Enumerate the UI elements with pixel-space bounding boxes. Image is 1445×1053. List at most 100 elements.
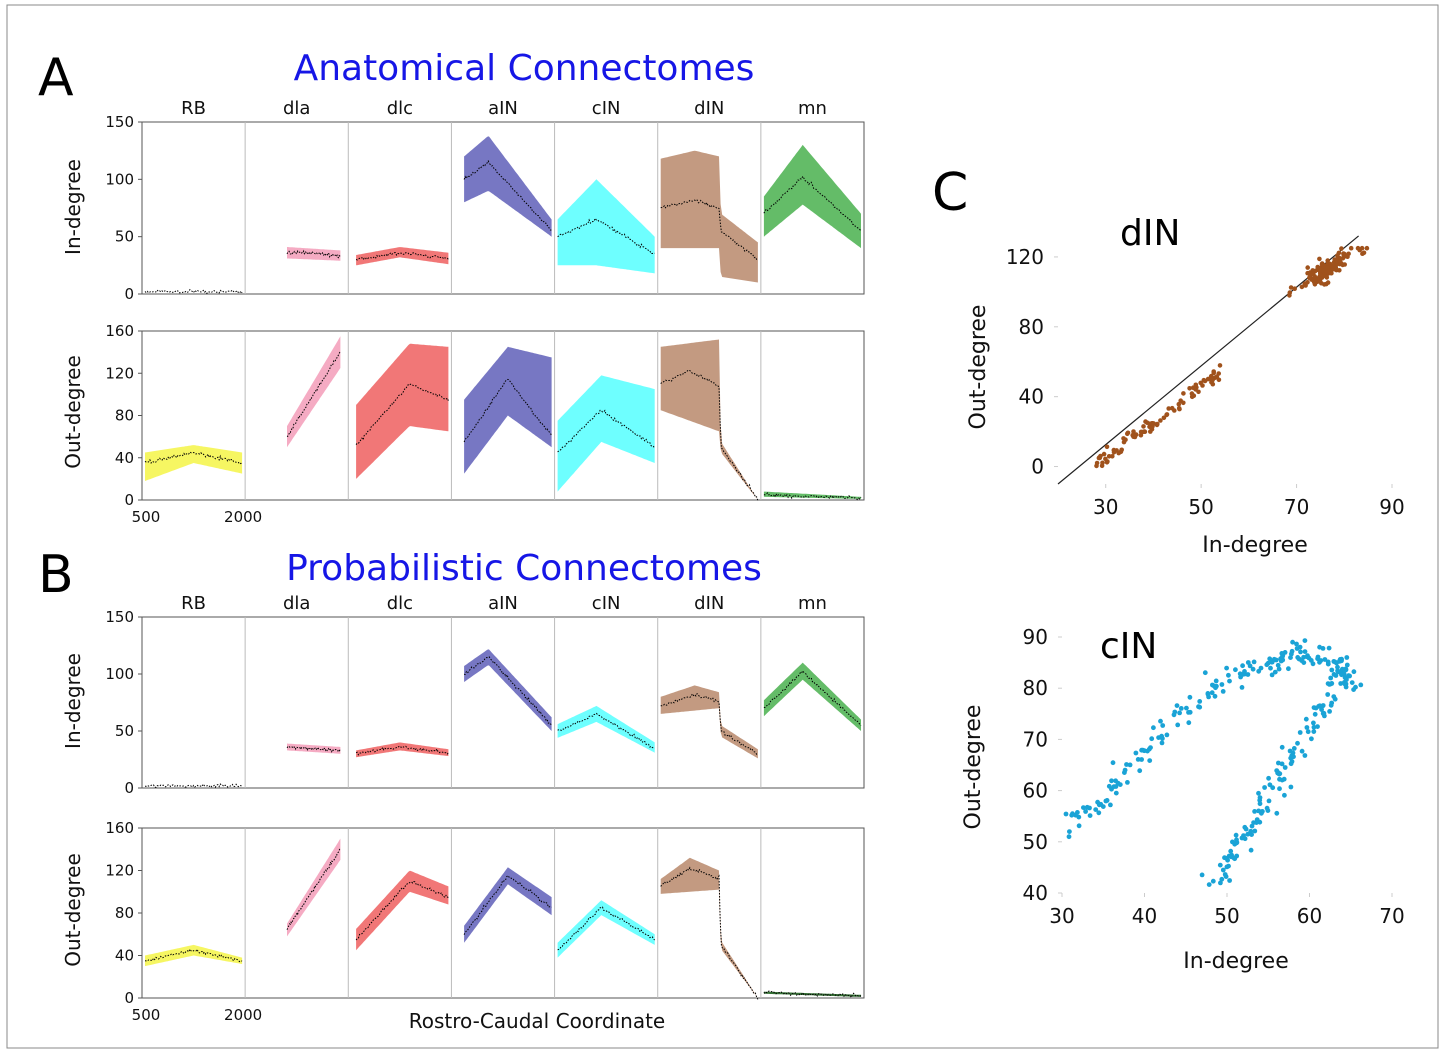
band-cin xyxy=(557,705,655,753)
din-point xyxy=(1131,429,1136,434)
cin-point xyxy=(1272,669,1278,675)
cin-point xyxy=(1269,659,1275,665)
cin-x-tick-label: 70 xyxy=(1379,904,1404,928)
cin-point xyxy=(1135,757,1141,762)
y-tick-label: 40 xyxy=(115,947,134,965)
din-point xyxy=(1138,429,1144,435)
x-tick-label: 500 xyxy=(132,1006,161,1024)
din-point xyxy=(1155,421,1160,427)
cin-point xyxy=(1302,753,1308,758)
cin-point xyxy=(1251,659,1257,665)
panel-a-in-ylabel: In-degree xyxy=(61,159,85,255)
cin-point xyxy=(1171,712,1177,718)
cin-point xyxy=(1318,658,1324,663)
din-point xyxy=(1141,424,1146,429)
band-cin xyxy=(557,900,655,958)
cin-point xyxy=(1343,667,1349,673)
cin-y-tick-label: 60 xyxy=(1023,779,1048,803)
mean-line-mn xyxy=(763,175,862,232)
band-ain xyxy=(464,346,552,474)
din-point xyxy=(1106,454,1112,459)
band-dlc xyxy=(356,742,449,758)
cin-point xyxy=(1305,729,1311,735)
cin-point xyxy=(1178,706,1184,711)
band-mn xyxy=(763,662,861,731)
cin-point xyxy=(1133,750,1139,756)
din-point xyxy=(1214,374,1220,380)
cin-point xyxy=(1127,762,1133,768)
mean-line-ain xyxy=(464,656,552,725)
mean-line-ain xyxy=(463,378,553,443)
cin-point xyxy=(1328,675,1334,681)
panel-b-out-ylabel: Out-degree xyxy=(61,853,85,967)
cin-point xyxy=(1349,680,1355,685)
cin-point xyxy=(1256,790,1261,796)
cin-point xyxy=(1295,655,1301,660)
din-point xyxy=(1190,385,1196,391)
cin-point xyxy=(1093,807,1099,812)
cin-point xyxy=(1340,666,1345,672)
mean-line-rb xyxy=(144,451,243,465)
cin-point xyxy=(1257,819,1263,825)
cin-scatter-xlabel: In-degree xyxy=(1183,949,1288,974)
cin-point xyxy=(1233,667,1238,673)
cin-point xyxy=(1282,792,1287,798)
mean-line-din xyxy=(660,866,759,1000)
din-point xyxy=(1325,258,1330,263)
cin-point xyxy=(1275,662,1281,668)
cin-point xyxy=(1277,771,1283,777)
mean-line-dlc xyxy=(355,881,449,941)
y-tick-label: 160 xyxy=(105,322,134,340)
cin-point xyxy=(1160,723,1166,728)
din-point xyxy=(1319,267,1324,273)
mean-line-rb xyxy=(144,288,243,295)
cin-point xyxy=(1087,813,1093,818)
cin-point xyxy=(1335,664,1340,670)
mean-line-din xyxy=(660,369,759,501)
cin-point xyxy=(1248,847,1254,853)
panel-letter-b: B xyxy=(38,545,74,605)
column-label-mn: mn xyxy=(798,98,827,119)
band-cin xyxy=(557,179,655,274)
cin-point xyxy=(1317,644,1322,650)
cin-point xyxy=(1288,784,1294,790)
band-din xyxy=(660,857,758,998)
cin-point xyxy=(1212,693,1218,699)
din-point xyxy=(1104,444,1110,450)
cin-point xyxy=(1344,662,1350,668)
cin-point xyxy=(1209,690,1215,696)
din-point xyxy=(1312,282,1318,287)
cin-point xyxy=(1282,650,1288,655)
din-point xyxy=(1189,394,1195,400)
din-point xyxy=(1342,262,1347,267)
cin-point xyxy=(1260,809,1265,814)
cin-point xyxy=(1249,823,1255,829)
din-y-tick-label: 80 xyxy=(1019,315,1044,339)
cin-x-tick-label: 40 xyxy=(1132,904,1157,928)
cin-point xyxy=(1268,665,1273,671)
cin-x-tick-label: 50 xyxy=(1214,904,1239,928)
din-point xyxy=(1211,370,1216,376)
cin-point xyxy=(1233,832,1239,838)
mean-line-din xyxy=(660,199,759,260)
cin-point xyxy=(1158,718,1163,724)
cin-point xyxy=(1106,783,1112,789)
mean-line-cin xyxy=(557,906,655,951)
cin-point xyxy=(1286,666,1291,672)
cin-point xyxy=(1227,678,1232,684)
band-ain xyxy=(464,649,552,731)
cin-point xyxy=(1278,658,1284,664)
cin-point xyxy=(1287,748,1293,754)
cin-point xyxy=(1328,702,1334,708)
cin-point xyxy=(1067,829,1072,834)
cin-point xyxy=(1295,740,1300,746)
band-dlc xyxy=(356,247,449,266)
cin-point xyxy=(1217,862,1223,868)
cin-point xyxy=(1252,809,1257,814)
cin-point xyxy=(1096,810,1102,816)
cin-point xyxy=(1248,828,1254,834)
din-point xyxy=(1319,280,1324,286)
cin-point xyxy=(1256,808,1261,814)
mean-line-dlc xyxy=(355,251,449,261)
cin-point xyxy=(1306,655,1312,661)
